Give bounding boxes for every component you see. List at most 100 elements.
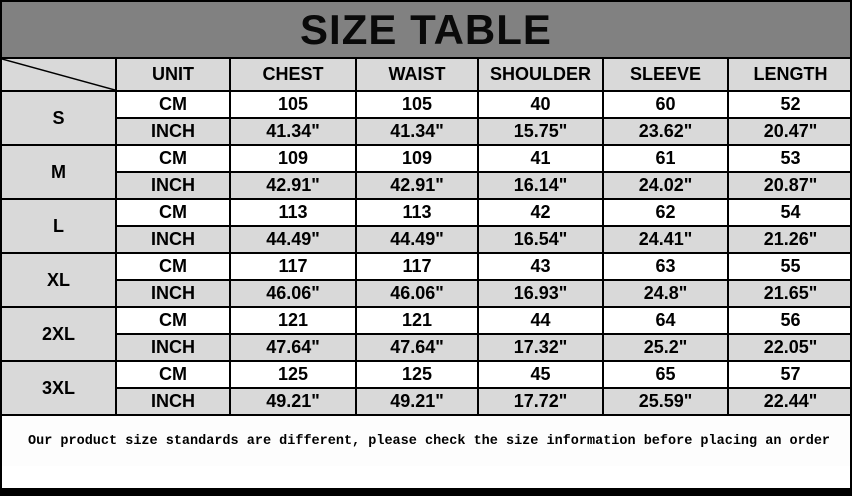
unit-cell: CM xyxy=(115,90,231,119)
value-cell: 125 xyxy=(229,360,357,389)
value-cell: 121 xyxy=(229,306,357,335)
value-cell: 47.64" xyxy=(229,333,357,362)
unit-cell: CM xyxy=(115,360,231,389)
value-cell: 56 xyxy=(727,306,850,335)
unit-cell: INCH xyxy=(115,171,231,200)
table-row-s-inch: INCH 41.34" 41.34" 15.75" 23.62" 20.47" xyxy=(2,117,850,146)
value-cell: 63 xyxy=(602,252,729,281)
table-row-xl-cm: XL CM 117 117 43 63 55 xyxy=(2,252,850,308)
value-cell: 16.14" xyxy=(477,171,604,200)
value-cell: 60 xyxy=(602,90,729,119)
value-cell: 15.75" xyxy=(477,117,604,146)
table-row-3xl-cm: 3XL CM 125 125 45 65 57 xyxy=(2,360,850,416)
size-label-2xl: 2XL xyxy=(2,306,117,362)
value-cell: 44 xyxy=(477,306,604,335)
page-title: SIZE TABLE xyxy=(300,5,552,53)
value-cell: 40 xyxy=(477,90,604,119)
value-cell: 121 xyxy=(355,306,479,335)
value-cell: 105 xyxy=(355,90,479,119)
table-row-2xl-inch: INCH 47.64" 47.64" 17.32" 25.2" 22.05" xyxy=(2,333,850,362)
value-cell: 21.26" xyxy=(727,225,850,254)
value-cell: 24.41" xyxy=(602,225,729,254)
value-cell: 109 xyxy=(355,144,479,173)
value-cell: 21.65" xyxy=(727,279,850,308)
value-cell: 43 xyxy=(477,252,604,281)
value-cell: 117 xyxy=(355,252,479,281)
column-header-unit: UNIT xyxy=(115,57,231,92)
value-cell: 49.21" xyxy=(355,387,479,416)
value-cell: 57 xyxy=(727,360,850,389)
value-cell: 117 xyxy=(229,252,357,281)
diagonal-line-icon xyxy=(2,59,115,90)
unit-cell: INCH xyxy=(115,333,231,362)
value-cell: 41 xyxy=(477,144,604,173)
value-cell: 65 xyxy=(602,360,729,389)
table-row-l-inch: INCH 44.49" 44.49" 16.54" 24.41" 21.26" xyxy=(2,225,850,254)
column-header-chest: CHEST xyxy=(229,57,357,92)
value-cell: 44.49" xyxy=(229,225,357,254)
unit-cell: CM xyxy=(115,198,231,227)
value-cell: 17.72" xyxy=(477,387,604,416)
unit-cell: INCH xyxy=(115,117,231,146)
value-cell: 22.44" xyxy=(727,387,850,416)
value-cell: 61 xyxy=(602,144,729,173)
value-cell: 44.49" xyxy=(355,225,479,254)
value-cell: 42 xyxy=(477,198,604,227)
value-cell: 46.06" xyxy=(355,279,479,308)
size-label-xl: XL xyxy=(2,252,117,308)
value-cell: 64 xyxy=(602,306,729,335)
value-cell: 53 xyxy=(727,144,850,173)
value-cell: 49.21" xyxy=(229,387,357,416)
table-row-3xl-inch: INCH 49.21" 49.21" 17.72" 25.59" 22.44" xyxy=(2,387,850,416)
unit-cell: INCH xyxy=(115,279,231,308)
value-cell: 16.93" xyxy=(477,279,604,308)
unit-cell: INCH xyxy=(115,225,231,254)
value-cell: 25.2" xyxy=(602,333,729,362)
value-cell: 46.06" xyxy=(229,279,357,308)
table-row-xl-inch: INCH 46.06" 46.06" 16.93" 24.8" 21.65" xyxy=(2,279,850,308)
size-label-s: S xyxy=(2,90,117,146)
value-cell: 105 xyxy=(229,90,357,119)
value-cell: 55 xyxy=(727,252,850,281)
size-table: UNIT CHEST WAIST SHOULDER SLEEVE LENGTH … xyxy=(2,57,850,416)
value-cell: 24.02" xyxy=(602,171,729,200)
unit-cell: CM xyxy=(115,252,231,281)
unit-cell: CM xyxy=(115,144,231,173)
value-cell: 45 xyxy=(477,360,604,389)
bottom-bar xyxy=(2,488,850,496)
table-row-s-cm: S CM 105 105 40 60 52 xyxy=(2,90,850,146)
value-cell: 125 xyxy=(355,360,479,389)
corner-cell xyxy=(2,57,117,92)
column-header-shoulder: SHOULDER xyxy=(477,57,604,92)
unit-cell: INCH xyxy=(115,387,231,416)
value-cell: 17.32" xyxy=(477,333,604,362)
size-label-3xl: 3XL xyxy=(2,360,117,416)
value-cell: 42.91" xyxy=(229,171,357,200)
table-row-m-cm: M CM 109 109 41 61 53 xyxy=(2,144,850,200)
value-cell: 47.64" xyxy=(355,333,479,362)
table-row-m-inch: INCH 42.91" 42.91" 16.14" 24.02" 20.87" xyxy=(2,171,850,200)
column-header-length: LENGTH xyxy=(727,57,850,92)
unit-cell: CM xyxy=(115,306,231,335)
value-cell: 62 xyxy=(602,198,729,227)
value-cell: 20.87" xyxy=(727,171,850,200)
value-cell: 52 xyxy=(727,90,850,119)
size-label-m: M xyxy=(2,144,117,200)
value-cell: 41.34" xyxy=(355,117,479,146)
value-cell: 41.34" xyxy=(229,117,357,146)
footer-note: Our product size standards are different… xyxy=(2,416,850,466)
value-cell: 54 xyxy=(727,198,850,227)
table-row-l-cm: L CM 113 113 42 62 54 xyxy=(2,198,850,254)
value-cell: 23.62" xyxy=(602,117,729,146)
column-header-waist: WAIST xyxy=(355,57,479,92)
header-row: UNIT CHEST WAIST SHOULDER SLEEVE LENGTH xyxy=(2,57,850,92)
value-cell: 20.47" xyxy=(727,117,850,146)
value-cell: 25.59" xyxy=(602,387,729,416)
value-cell: 113 xyxy=(229,198,357,227)
value-cell: 16.54" xyxy=(477,225,604,254)
value-cell: 109 xyxy=(229,144,357,173)
title-bar: SIZE TABLE xyxy=(2,0,850,57)
value-cell: 24.8" xyxy=(602,279,729,308)
value-cell: 113 xyxy=(355,198,479,227)
